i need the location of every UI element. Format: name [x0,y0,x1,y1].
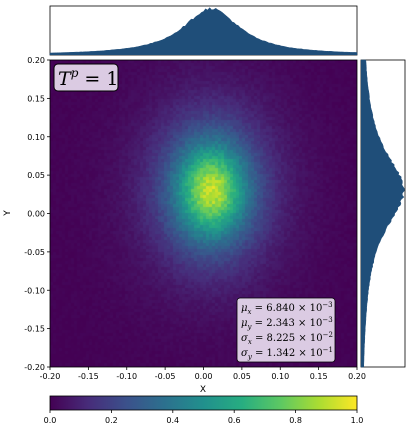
colorbar-tick-label: 0.2 [105,416,118,425]
y-tick-label: -0.20 [24,363,45,372]
y-tick-label: 0.20 [27,56,45,65]
title-text: Tp = 1 [58,66,118,90]
x-tick-label: -0.10 [116,372,137,381]
colorbar-ticks: 0.0 0.2 0.4 0.6 0.8 1.0 [44,410,364,425]
y-tick-label: 0.15 [27,94,45,103]
colorbar-gradient [49,395,358,411]
colorbar-tick-label: 0.0 [44,416,57,425]
right-marginal-bars [361,59,405,368]
x-tick-label: -0.20 [40,372,61,381]
x-tick-label: -0.05 [155,372,176,381]
y-tick-label: 0.10 [27,133,45,142]
y-tick-label: -0.05 [24,248,45,257]
x-axis: -0.20 -0.15 -0.10 -0.05 0.00 0.05 0.10 0.15 0.20 [40,367,366,381]
x-tick-label: 0.20 [348,372,366,381]
x-tick-label: 0.15 [310,372,328,381]
y-tick-label: 0.00 [27,210,45,219]
stats-line: σy = 1.342 × 10−1 [241,346,333,361]
right-marginal-histogram [360,59,406,368]
colorbar-tick-label: 0.4 [166,416,179,425]
colorbar-tick-label: 0.6 [228,416,241,425]
y-tick-label: 0.05 [27,171,45,180]
y-axis-label: Y [3,210,13,217]
top-marginal-bars [49,7,358,55]
colorbar-tick-label: 0.8 [289,416,302,425]
y-tick-label: -0.15 [24,325,45,334]
stats-line: σx = 8.225 × 10−2 [241,331,333,346]
x-tick-label: -0.15 [78,372,99,381]
y-axis: 0.20 0.15 0.10 0.05 0.00 -0.05 -0.10 -0.15 -0.20 [24,56,50,372]
x-axis-label: X [200,385,206,395]
top-marginal-histogram [49,5,358,56]
x-tick-label: 0.00 [195,372,213,381]
x-tick-label: 0.10 [271,372,289,381]
y-tick-label: -0.10 [24,286,45,295]
x-tick-label: 0.05 [233,372,251,381]
colorbar: 0.0 0.2 0.4 0.6 0.8 1.0 [44,395,364,425]
stats-legend: μx = 6.840 × 10−3μy = 2.343 × 10−3σx = 8… [236,297,336,363]
main-plot: -0.20 -0.15 -0.10 -0.05 0.00 0.05 0.10 0.15 0.20… [3,56,366,395]
title-annotation: Tp = 1 [53,63,119,92]
stats-line: μy = 2.343 × 10−3 [241,316,333,331]
colorbar-tick-label: 1.0 [351,416,364,425]
stats-line: μx = 6.840 × 10−3 [241,301,333,316]
